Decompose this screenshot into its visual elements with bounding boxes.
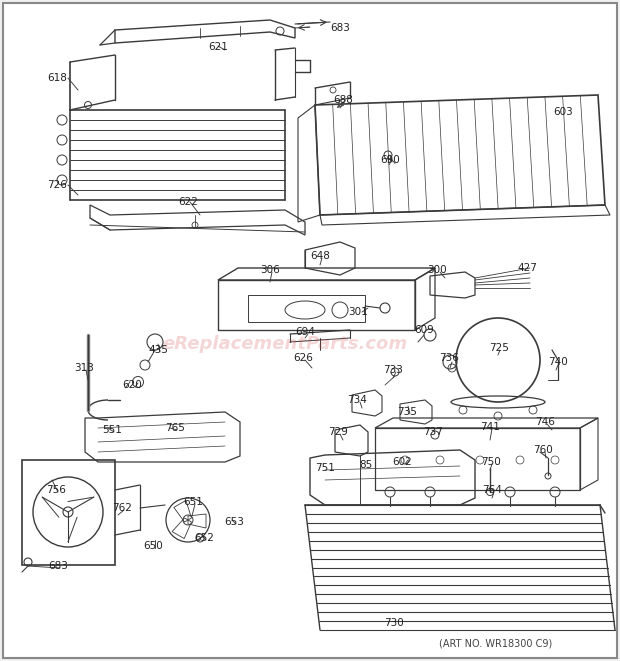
Text: 736: 736 (439, 353, 459, 363)
Text: (ART NO. WR18300 C9): (ART NO. WR18300 C9) (440, 638, 552, 648)
Text: 726: 726 (47, 180, 67, 190)
Text: 690: 690 (380, 155, 400, 165)
Text: 300: 300 (427, 265, 447, 275)
Text: 750: 750 (481, 457, 501, 467)
Text: 751: 751 (315, 463, 335, 473)
Text: 765: 765 (165, 423, 185, 433)
Text: 729: 729 (328, 427, 348, 437)
Text: 621: 621 (208, 42, 228, 52)
Text: 740: 740 (548, 357, 568, 367)
Text: 764: 764 (482, 485, 502, 495)
Text: 694: 694 (295, 327, 315, 337)
Text: eReplacementParts.com: eReplacementParts.com (162, 334, 408, 353)
Text: 602: 602 (392, 457, 412, 467)
Text: 650: 650 (143, 541, 163, 551)
Text: 725: 725 (489, 343, 509, 353)
Text: 746: 746 (535, 417, 555, 427)
Text: 648: 648 (310, 251, 330, 261)
Text: 737: 737 (423, 427, 443, 437)
Text: 652: 652 (194, 533, 214, 543)
Text: 733: 733 (383, 365, 403, 375)
Text: 603: 603 (553, 107, 573, 117)
Text: 760: 760 (533, 445, 553, 455)
Text: 762: 762 (112, 503, 132, 513)
Text: 683: 683 (330, 23, 350, 33)
Text: 735: 735 (397, 407, 417, 417)
Text: 622: 622 (178, 197, 198, 207)
Text: 609: 609 (414, 325, 434, 335)
Text: 435: 435 (148, 345, 168, 355)
Text: 85: 85 (360, 460, 373, 470)
Text: 427: 427 (517, 263, 537, 273)
Text: 683: 683 (48, 561, 68, 571)
Text: 313: 313 (74, 363, 94, 373)
Text: 741: 741 (480, 422, 500, 432)
Text: 551: 551 (102, 425, 122, 435)
Text: 306: 306 (260, 265, 280, 275)
Text: 618: 618 (47, 73, 67, 83)
Text: 626: 626 (293, 353, 313, 363)
Text: 651: 651 (183, 497, 203, 507)
Text: 301: 301 (348, 307, 368, 317)
Text: 688: 688 (333, 95, 353, 105)
Text: 620: 620 (122, 380, 142, 390)
Text: 730: 730 (384, 618, 404, 628)
Text: 756: 756 (46, 485, 66, 495)
Text: 734: 734 (347, 395, 367, 405)
Text: 653: 653 (224, 517, 244, 527)
